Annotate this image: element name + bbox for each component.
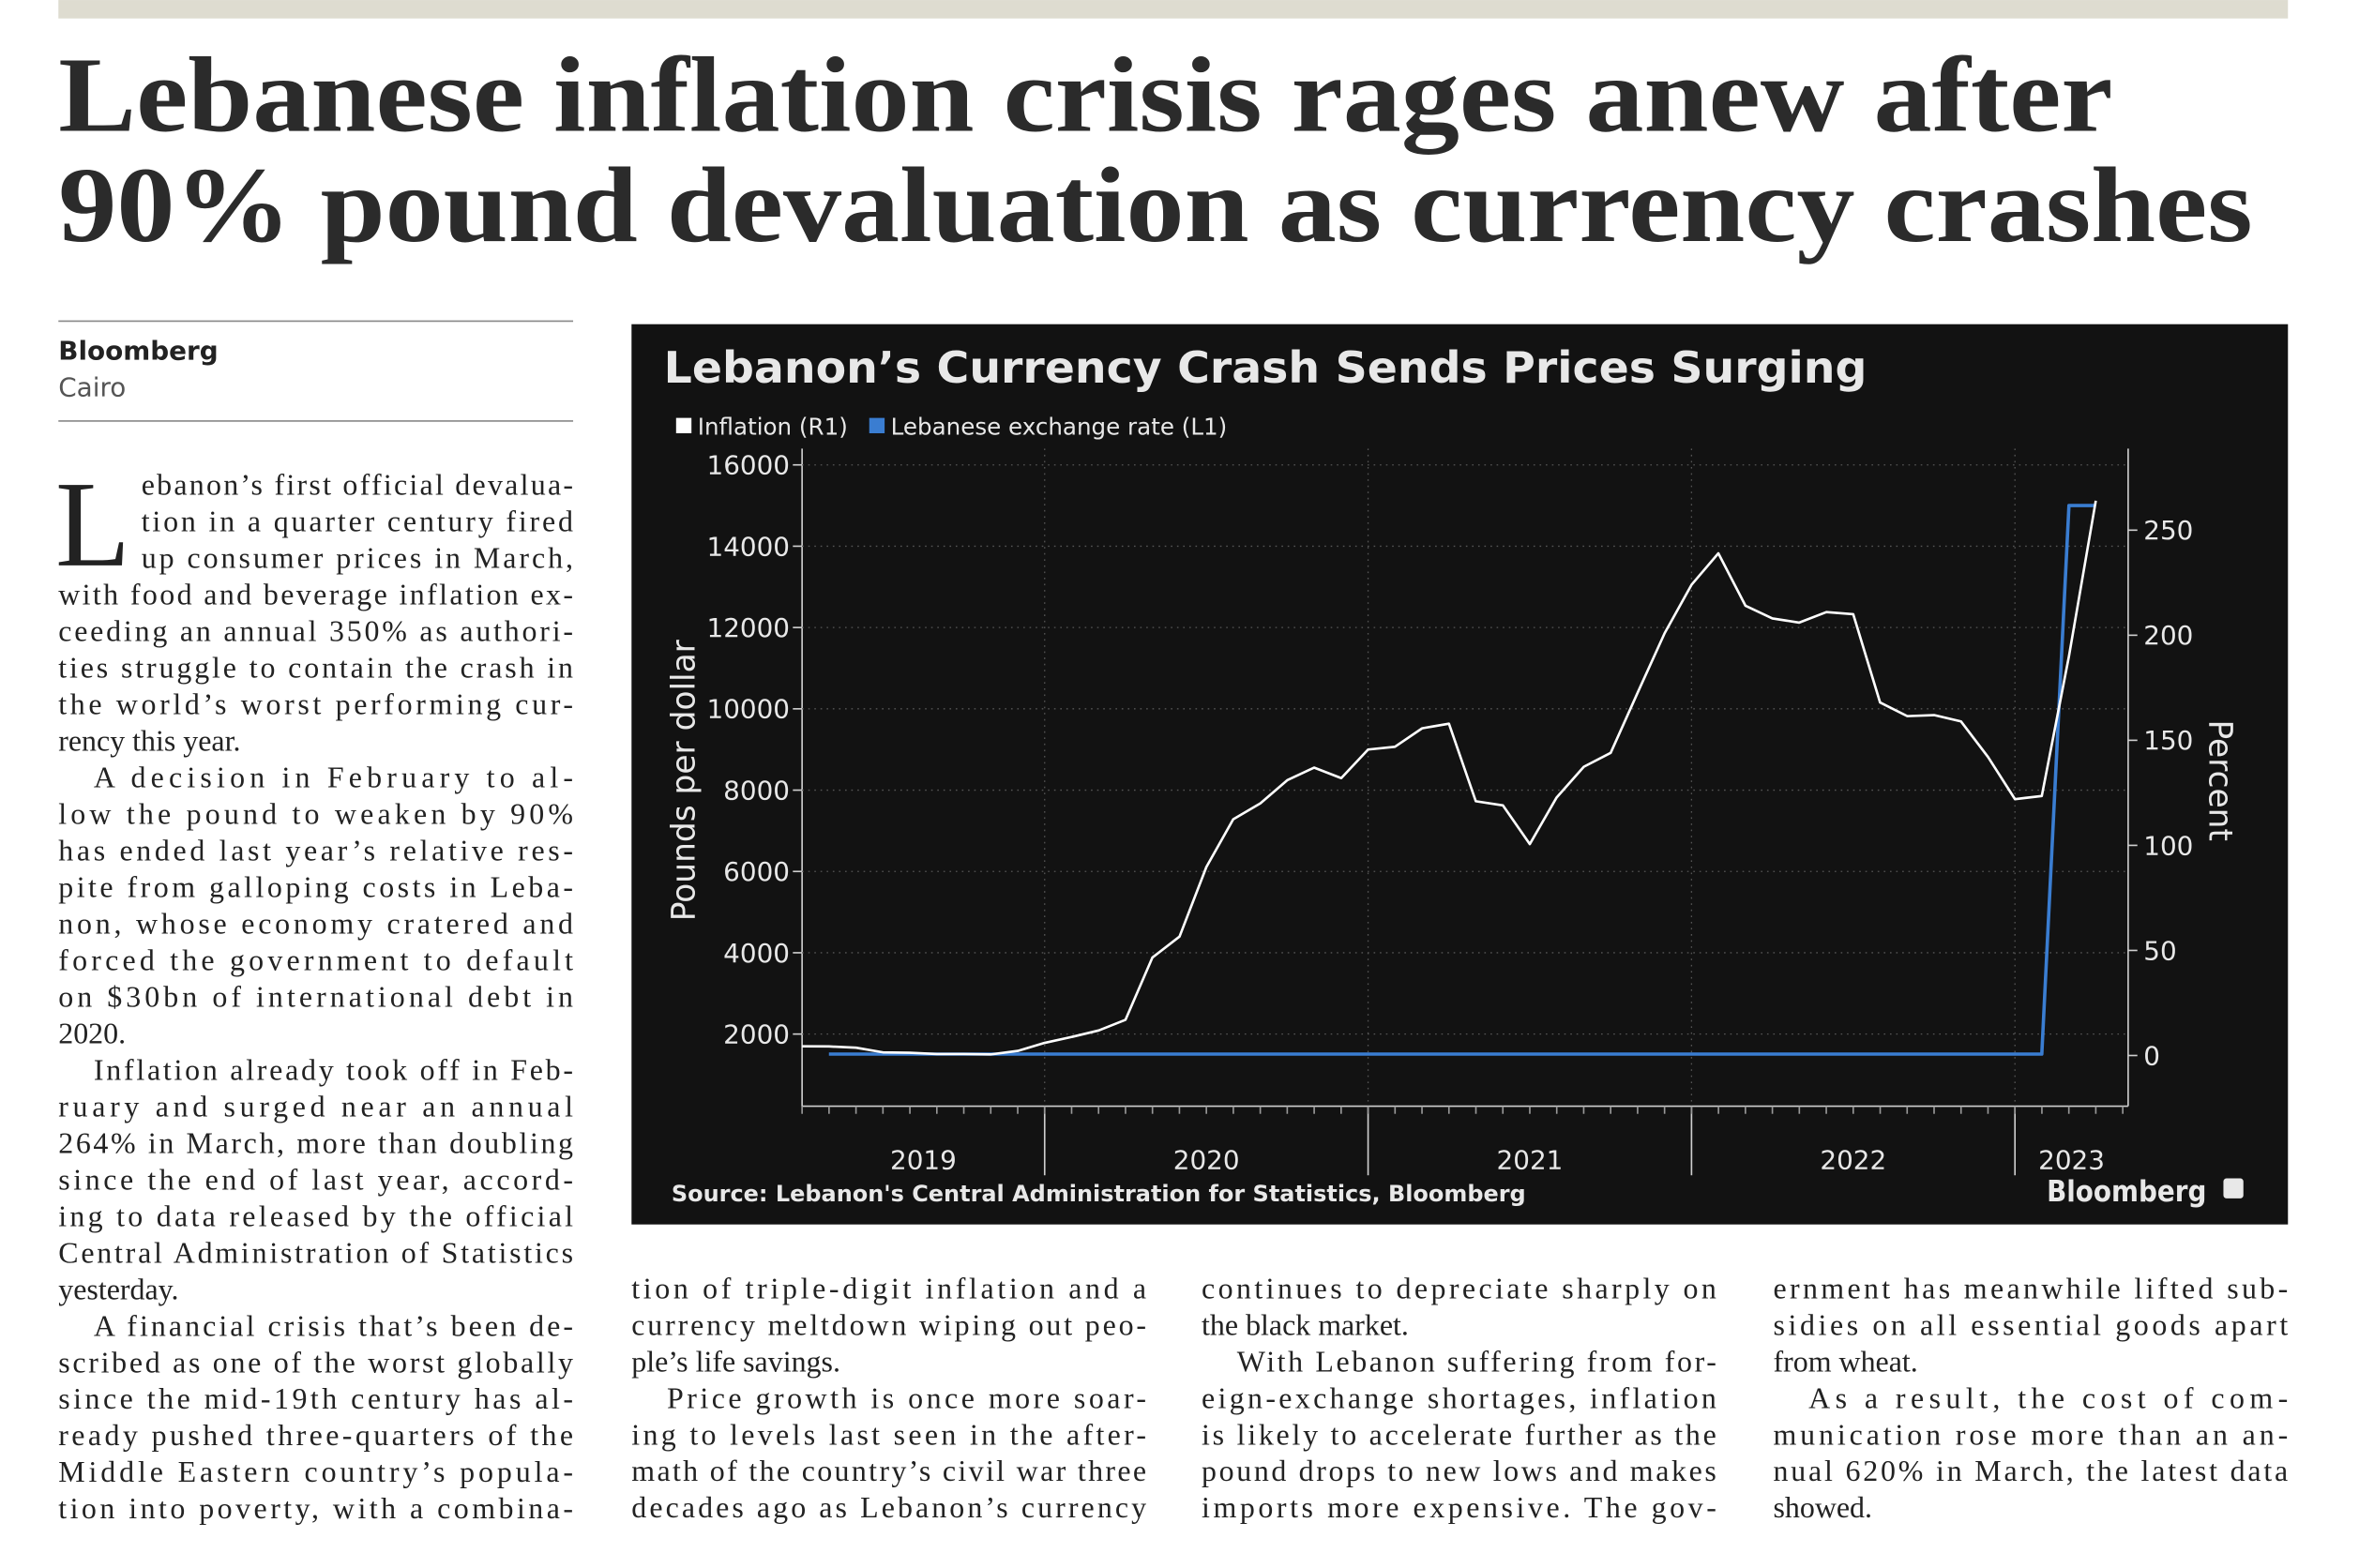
y-tick-label: 2000 (723, 1018, 790, 1049)
y2-tick-label: 250 (2143, 515, 2193, 546)
legend-label: Lebanese exchange rate (L1) (891, 414, 1228, 441)
y2-tick-label: 50 (2143, 935, 2176, 966)
x-tick-label: 2022 (1820, 1145, 1886, 1176)
body-line: has ended last year’s relative res- (58, 834, 573, 867)
y-tick-label: 6000 (723, 856, 790, 887)
body-line: ple’s life savings. (631, 1345, 840, 1378)
body-line: tion in a quarter century fired (142, 505, 573, 538)
body-line: math of the country’s civil war three (631, 1455, 1146, 1487)
body-line: munication rose more than an an- (1773, 1418, 2288, 1451)
body-line: tion into poverty, with a combina- (58, 1492, 573, 1525)
body-line: rency this year. (58, 724, 240, 757)
body-line: Middle Eastern country’s popula- (58, 1455, 573, 1488)
legend-swatch (869, 417, 885, 434)
body-line: ing to levels last seen in the after- (631, 1418, 1146, 1451)
chart-frame (631, 324, 2289, 1225)
body-line: yesterday. (58, 1273, 178, 1305)
body-line: ernment has meanwhile lifted sub- (1773, 1272, 2288, 1304)
legend-label: Inflation (R1) (698, 414, 848, 441)
y-tick-label: 12000 (706, 612, 790, 643)
y-tick-label: 4000 (723, 938, 790, 969)
body-line: ceeding an annual 350% as authori- (58, 614, 573, 647)
body-line: ready pushed three-quarters of the (58, 1419, 573, 1452)
y2-tick-label: 150 (2143, 725, 2193, 756)
body-line: A financial crisis that’s been de- (94, 1309, 573, 1342)
body-line: on $30bn of international debt in (58, 980, 573, 1013)
body-line: Inflation already took off in Feb- (94, 1053, 573, 1086)
chart-title: Lebanon’s Currency Crash Sends Prices Su… (664, 342, 1867, 393)
y2-tick-label: 200 (2143, 620, 2193, 651)
x-tick-label: 2020 (1173, 1145, 1240, 1176)
byline-location: Cairo (58, 372, 126, 403)
y2-tick-label: 100 (2143, 830, 2193, 861)
body-line: with food and beverage inflation ex- (58, 578, 573, 611)
body-line: ruary and surged near an annual (58, 1090, 573, 1123)
x-tick-label: 2019 (890, 1145, 957, 1176)
y-tick-label: 8000 (723, 775, 790, 806)
body-line: scribed as one of the worst globally (58, 1346, 573, 1379)
body-line: continues to depreciate sharply on (1202, 1272, 1716, 1304)
body-line: since the end of last year, accord- (58, 1163, 573, 1196)
body-line: A decision in February to al- (94, 761, 573, 793)
body-line: 264% in March, more than doubling (58, 1126, 573, 1159)
body-line: pite from galloping costs in Leba- (58, 870, 573, 903)
body-line: decades ago as Lebanon’s currency (631, 1491, 1146, 1524)
y-tick-label: 14000 (706, 531, 790, 562)
body-line: since the mid-19th century has al- (58, 1382, 573, 1415)
body-line: non, whose economy cratered and (58, 907, 573, 940)
body-line: showed. (1773, 1491, 1872, 1524)
body-line: pound drops to new lows and makes (1202, 1455, 1716, 1487)
logo-icon (2223, 1178, 2244, 1199)
top-band (58, 0, 2289, 19)
body-line: sidies on all essential goods apart (1773, 1308, 2288, 1341)
y2-tick-label: 0 (2143, 1040, 2160, 1071)
body-line: from wheat. (1773, 1345, 1917, 1378)
body-line: low the pound to weaken by 90% (58, 797, 573, 830)
x-tick-label: 2023 (2038, 1145, 2105, 1176)
body-line: ties struggle to contain the crash in (58, 651, 573, 684)
headline: 90% pound devaluation as currency crashe… (58, 145, 2252, 264)
body-line: the black market. (1202, 1308, 1409, 1341)
drop-cap: L (55, 457, 130, 593)
body-line: the world’s worst performing cur- (58, 687, 573, 720)
legend-swatch (675, 417, 692, 434)
headline: Lebanese inflation crisis rages anew aft… (58, 35, 2112, 154)
chart-logo: Bloomberg (2047, 1175, 2206, 1209)
body-line: 2020. (58, 1017, 126, 1049)
series-line (828, 504, 2096, 1056)
y-tick-label: 16000 (706, 450, 790, 481)
y2-axis-title: Percent (2201, 720, 2239, 841)
y-tick-label: 10000 (706, 694, 790, 725)
body-line: up consumer prices in March, (142, 542, 573, 575)
byline-source: Bloomberg (58, 335, 218, 366)
y-axis-title: Pounds per dollar (665, 639, 703, 921)
body-line: ebanon’s first official devalua- (142, 469, 573, 502)
x-tick-label: 2021 (1497, 1145, 1564, 1176)
body-line: is likely to accelerate further as the (1202, 1418, 1716, 1451)
series-line (802, 500, 2097, 1056)
chart-source: Source: Lebanon's Central Administration… (672, 1181, 1526, 1207)
